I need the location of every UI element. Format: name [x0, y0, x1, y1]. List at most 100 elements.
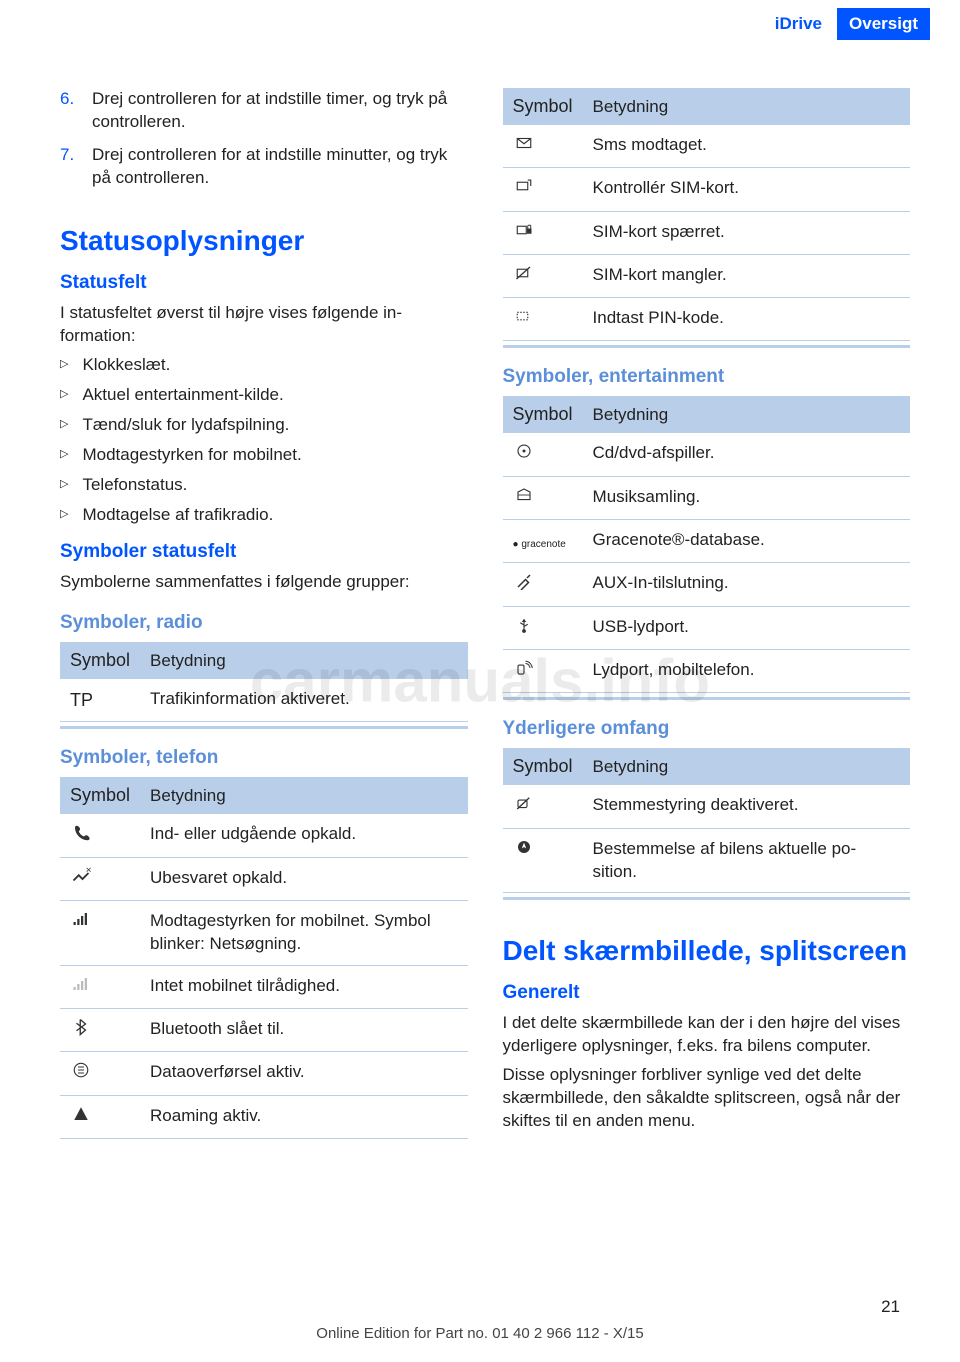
- heading-generelt: Generelt: [503, 982, 911, 1004]
- page-number: 21: [881, 1297, 900, 1317]
- cell-meaning: Musiksamling.: [583, 476, 910, 519]
- cell-meaning: USB-lydport.: [583, 606, 910, 649]
- heading-statusoplysninger: Statusoplysninger: [60, 225, 468, 257]
- table-yderligere: SymbolBetydning Stemmestyring deaktivere…: [503, 748, 911, 893]
- roaming-icon: [70, 1105, 92, 1123]
- signal-none-icon: [70, 975, 92, 993]
- table-row: USB-lydport.: [503, 606, 911, 649]
- table-row: Bluetooth slået til.: [60, 1009, 468, 1052]
- sim-check-icon: [513, 177, 535, 195]
- generelt-p1: I det delte skærmbillede kan der i den h…: [503, 1012, 911, 1058]
- cell-meaning: Sms modtaget.: [583, 125, 910, 168]
- cell-meaning: Stemmestyring deaktiveret.: [583, 785, 910, 828]
- table-row: Intet mobilnet tilrådighed.: [60, 965, 468, 1008]
- cell-meaning: Ubesvaret opkald.: [140, 857, 467, 900]
- heading-symboler-statusfelt: Symboler statusfelt: [60, 541, 468, 563]
- bluetooth-icon: [70, 1018, 92, 1036]
- cell-meaning: Modtagestyrken for mobilnet. Symbol blin…: [140, 901, 467, 966]
- table-row: Indtast PIN-kode.: [503, 298, 911, 341]
- table-telefon: SymbolBetydning Ind- eller udgående opka…: [60, 777, 468, 1139]
- list-item: ▷ Modtagelse af trafikradio.: [60, 504, 468, 526]
- list-item: ▷ Telefonstatus.: [60, 474, 468, 496]
- table-row: ✕Ubesvaret opkald.: [60, 857, 468, 900]
- bullet-text: Aktuel entertainment-kilde.: [82, 384, 283, 406]
- cell-meaning: Ind- eller udgående opkald.: [140, 814, 467, 857]
- table-row: Ind- eller udgående opkald.: [60, 814, 468, 857]
- cell-meaning: SIM-kort mangler.: [583, 254, 910, 297]
- cell-meaning: Dataoverførsel aktiv.: [140, 1052, 467, 1095]
- symboler-intro: Symbolerne sammenfattes i følgende grupp…: [60, 571, 468, 594]
- left-column: 6. Drej controlleren for at indstille ti…: [60, 88, 468, 1143]
- cell-meaning: AUX-In-tilslutning.: [583, 563, 910, 606]
- cell-meaning: Indtast PIN-kode.: [583, 298, 910, 341]
- header-bar: iDrive Oversigt: [0, 0, 960, 48]
- header-idrive: iDrive: [775, 14, 822, 34]
- cell-meaning: Kontrollér SIM-kort.: [583, 168, 910, 211]
- bullet-text: Klokkeslæt.: [82, 354, 170, 376]
- th-betydning: Betydning: [583, 396, 910, 433]
- page-content: 6. Drej controlleren for at indstille ti…: [0, 48, 960, 1143]
- statusfelt-intro: I statusfeltet øverst til højre vises fø…: [60, 302, 468, 348]
- heading-statusfelt: Statusfelt: [60, 272, 468, 294]
- table-row: Bestemmelse af bilens aktuelle po‐sition…: [503, 828, 911, 893]
- bullet-text: Telefonstatus.: [82, 474, 187, 496]
- list-item: ▷Tænd/sluk for lydafspilning.: [60, 414, 468, 436]
- triangle-icon: ▷: [60, 417, 68, 436]
- sim-pin-icon: [513, 307, 535, 325]
- phone-icon: [70, 823, 92, 841]
- aux-icon: [513, 572, 535, 590]
- table-telefon-cont: SymbolBetydning Sms modtaget. Kontrollér…: [503, 88, 911, 341]
- heading-yderligere: Yderligere omfang: [503, 718, 911, 740]
- table-row: Kontrollér SIM-kort.: [503, 168, 911, 211]
- music-collection-icon: [513, 486, 535, 504]
- th-betydning: Betydning: [583, 748, 910, 785]
- triangle-icon: ▷: [60, 447, 68, 466]
- step-text: Drej controlleren for at indstille minut…: [92, 144, 468, 190]
- data-transfer-icon: [70, 1061, 92, 1079]
- table-row: SIM-kort mangler.: [503, 254, 911, 297]
- th-symbol: Symbol: [503, 748, 583, 785]
- heading-symboler-entertainment: Symboler, entertainment: [503, 366, 911, 388]
- disc-icon: [513, 442, 535, 460]
- sim-missing-icon: [513, 264, 535, 282]
- table-row: ● gracenote Gracenote®-database.: [503, 520, 911, 563]
- table-row: Cd/dvd-afspiller.: [503, 433, 911, 476]
- triangle-icon: ▷: [60, 477, 68, 496]
- th-betydning: Betydning: [140, 642, 467, 679]
- footer-text: Online Edition for Part no. 01 40 2 966 …: [0, 1325, 960, 1342]
- gracenote-icon: ● gracenote: [513, 539, 566, 550]
- cell-meaning: Gracenote®-database.: [583, 520, 910, 563]
- triangle-icon: ▷: [60, 507, 68, 526]
- list-item: ▷ Klokkeslæt.: [60, 354, 468, 376]
- table-row: SIM-kort spærret.: [503, 211, 911, 254]
- triangle-icon: ▷: [60, 387, 68, 406]
- table-row: Dataoverførsel aktiv.: [60, 1052, 468, 1095]
- envelope-icon: [513, 134, 535, 152]
- table-row: Sms modtaget.: [503, 125, 911, 168]
- bullet-text: Modtagelse af trafikradio.: [82, 504, 273, 526]
- step-6: 6. Drej controlleren for at indstille ti…: [60, 88, 468, 134]
- signal-full-icon: [70, 910, 92, 928]
- th-betydning: Betydning: [140, 777, 467, 814]
- th-betydning: Betydning: [583, 88, 910, 125]
- generelt-p2: Disse oplysninger forbliver synlige ved …: [503, 1064, 911, 1133]
- cell-meaning: Cd/dvd-afspiller.: [583, 433, 910, 476]
- sim-lock-icon: [513, 221, 535, 239]
- step-num: 7.: [60, 144, 80, 190]
- table-row: Lydport, mobiltelefon.: [503, 649, 911, 692]
- triangle-icon: ▷: [60, 357, 68, 376]
- position-icon: [513, 838, 535, 856]
- heading-splitscreen: Delt skærmbillede, splitscreen: [503, 935, 911, 967]
- th-symbol: Symbol: [60, 777, 140, 814]
- voice-off-icon: [513, 794, 535, 812]
- heading-symboler-radio: Symboler, radio: [60, 612, 468, 634]
- header-oversigt: Oversigt: [837, 8, 930, 40]
- cell-meaning: Lydport, mobiltelefon.: [583, 649, 910, 692]
- table-row: TPTrafikinformation aktiveret.: [60, 679, 468, 722]
- cell-meaning: Intet mobilnet tilrådighed.: [140, 965, 467, 1008]
- cell-meaning: Bluetooth slået til.: [140, 1009, 467, 1052]
- mobile-audio-icon: [513, 659, 535, 677]
- list-item: ▷ Aktuel entertainment-kilde.: [60, 384, 468, 406]
- table-row: AUX-In-tilslutning.: [503, 563, 911, 606]
- th-symbol: Symbol: [503, 396, 583, 433]
